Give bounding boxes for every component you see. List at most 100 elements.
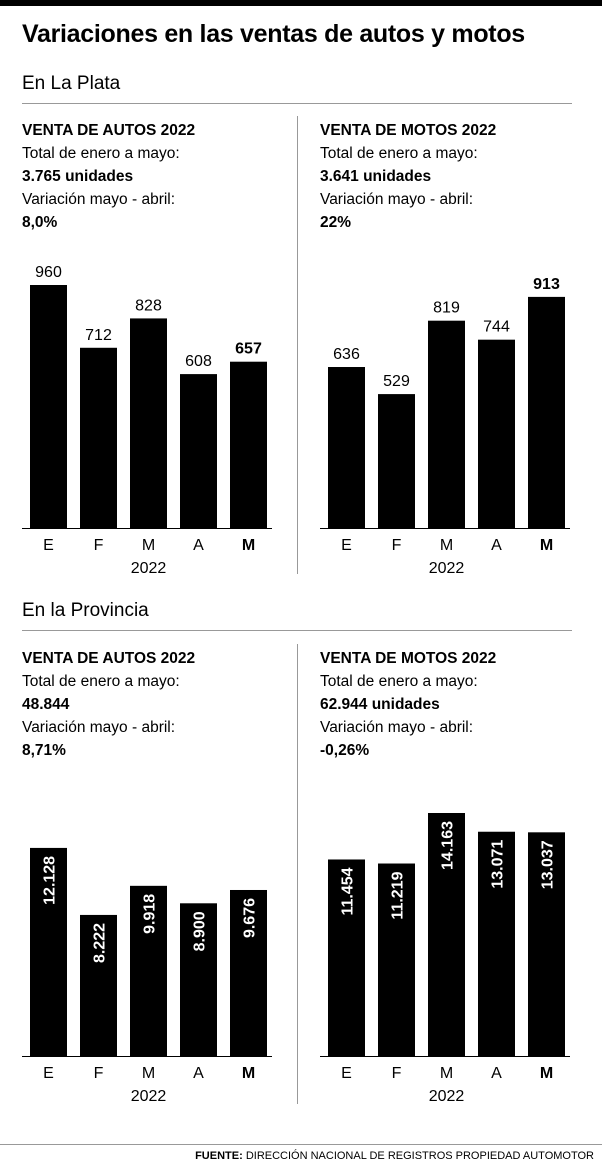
category-label: M: [242, 1065, 255, 1082]
bar-value-label: 13.037: [540, 840, 557, 889]
bar: [180, 903, 217, 1056]
category-label: M: [540, 1065, 553, 1082]
x-axis-label: 2022: [429, 560, 465, 577]
bar-value-label: 608: [185, 353, 212, 370]
variation-label: Variación mayo - abril:: [22, 719, 176, 736]
bar: [378, 863, 415, 1056]
panel-motos-la-plata: VENTA DE MOTOS 2022 Total de enero a may…: [320, 119, 580, 577]
bar-value-label: 11.219: [390, 871, 407, 919]
panel-heading-block: VENTA DE MOTOS 2022 Total de enero a may…: [320, 119, 496, 234]
bar: [30, 847, 67, 1056]
total-value: 3.765 unidades: [22, 168, 134, 185]
source-label: FUENTE:: [195, 1150, 243, 1162]
panel-heading: VENTA DE MOTOS 2022: [320, 650, 497, 667]
category-label: M: [540, 537, 553, 554]
section-title-provincia: En la Provincia: [22, 600, 149, 621]
bar: [230, 889, 267, 1056]
panel-divider: [297, 116, 298, 574]
category-label: E: [341, 537, 352, 554]
panel-heading: VENTA DE AUTOS 2022: [22, 122, 196, 139]
panel-heading: VENTA DE AUTOS 2022: [22, 650, 196, 667]
category-label: E: [43, 1065, 54, 1082]
top-bar: [0, 0, 602, 6]
bar: [528, 832, 565, 1056]
panel-autos-provincia: VENTA DE AUTOS 2022 Total de enero a may…: [22, 647, 282, 1105]
bar-value-label: 14.163: [440, 821, 457, 870]
x-axis-label: 2022: [131, 1088, 167, 1105]
total-label: Total de enero a mayo:: [22, 673, 180, 690]
bar-value-label: 960: [35, 264, 62, 281]
source-text: DIRECCIÓN NACIONAL DE REGISTROS PROPIEDA…: [245, 1150, 594, 1162]
category-label: A: [193, 1065, 204, 1082]
category-label: A: [491, 1065, 502, 1082]
variation-label: Variación mayo - abril:: [22, 191, 176, 208]
bar: [130, 318, 167, 528]
total-value: 62.944 unidades: [320, 696, 440, 713]
footer-rule: [0, 1144, 602, 1145]
variation-value: 22%: [320, 214, 352, 231]
panel-heading-block: VENTA DE AUTOS 2022 Total de enero a may…: [22, 119, 195, 234]
panel-divider: [297, 644, 298, 1104]
category-label: F: [392, 537, 402, 554]
bar: [80, 914, 117, 1056]
category-label: M: [440, 1065, 453, 1082]
bar: [80, 347, 117, 528]
bar: [30, 285, 67, 528]
bar-value-label: 9.918: [142, 894, 159, 934]
bar-value-label: 8.222: [92, 923, 109, 963]
category-label: F: [94, 1065, 104, 1082]
bar-value-label: 828: [135, 297, 162, 314]
category-label: M: [142, 537, 155, 554]
category-label: M: [440, 537, 453, 554]
bar: [230, 361, 267, 528]
bar-chart: 11.454 E 11.219 F 14.163 M 13.071 A 13.037 M 2022: [320, 813, 570, 1105]
total-label: Total de enero a mayo:: [22, 145, 180, 162]
category-label: A: [491, 537, 502, 554]
bar-chart: 636 E 529 F 819 M 744 A 913 M 2022: [320, 276, 570, 577]
section-rule: [22, 103, 572, 104]
bar: [180, 374, 217, 528]
bar-value-label: 913: [533, 276, 560, 293]
bar-value-label: 8.900: [192, 911, 209, 951]
bar: [428, 813, 465, 1056]
bar-value-label: 12.128: [42, 856, 59, 905]
category-label: M: [242, 537, 255, 554]
category-label: E: [341, 1065, 352, 1082]
bar: [328, 859, 365, 1056]
x-axis-label: 2022: [131, 560, 167, 577]
bar-value-label: 712: [85, 327, 112, 344]
panel-heading: VENTA DE MOTOS 2022: [320, 122, 497, 139]
category-label: E: [43, 537, 54, 554]
category-label: A: [193, 537, 204, 554]
section-rule: [22, 630, 572, 631]
bar-value-label: 744: [483, 319, 510, 336]
bar: [130, 885, 167, 1056]
variation-value: 8,0%: [22, 214, 58, 231]
total-label: Total de enero a mayo:: [320, 673, 478, 690]
bar-value-label: 657: [235, 341, 262, 358]
bar: [478, 831, 515, 1056]
bar-chart: 12.128 E 8.222 F 9.918 M 8.900 A 9.676 M 2022: [22, 847, 272, 1105]
page-title: Variaciones en las ventas de autos y mot…: [22, 20, 525, 48]
variation-label: Variación mayo - abril:: [320, 719, 474, 736]
panel-motos-provincia: VENTA DE MOTOS 2022 Total de enero a may…: [320, 647, 580, 1105]
bar: [478, 339, 515, 528]
panel-heading-block: VENTA DE AUTOS 2022 Total de enero a may…: [22, 647, 195, 762]
bar-value-label: 819: [433, 300, 460, 317]
bar-value-label: 13.071: [490, 840, 507, 889]
bar: [528, 296, 565, 528]
variation-value: 8,71%: [22, 742, 66, 759]
bar: [378, 394, 415, 528]
bar-chart: 960 E 712 F 828 M 608 A 657 M 2022: [22, 264, 272, 577]
total-value: 48.844: [22, 696, 70, 713]
category-label: F: [94, 537, 104, 554]
category-label: M: [142, 1065, 155, 1082]
category-label: F: [392, 1065, 402, 1082]
source-note: FUENTE: DIRECCIÓN NACIONAL DE REGISTROS …: [195, 1150, 594, 1162]
variation-label: Variación mayo - abril:: [320, 191, 474, 208]
bar: [428, 320, 465, 528]
bar-value-label: 636: [333, 346, 360, 363]
bar-value-label: 529: [383, 373, 410, 390]
bar: [328, 367, 365, 528]
x-axis-label: 2022: [429, 1088, 465, 1105]
